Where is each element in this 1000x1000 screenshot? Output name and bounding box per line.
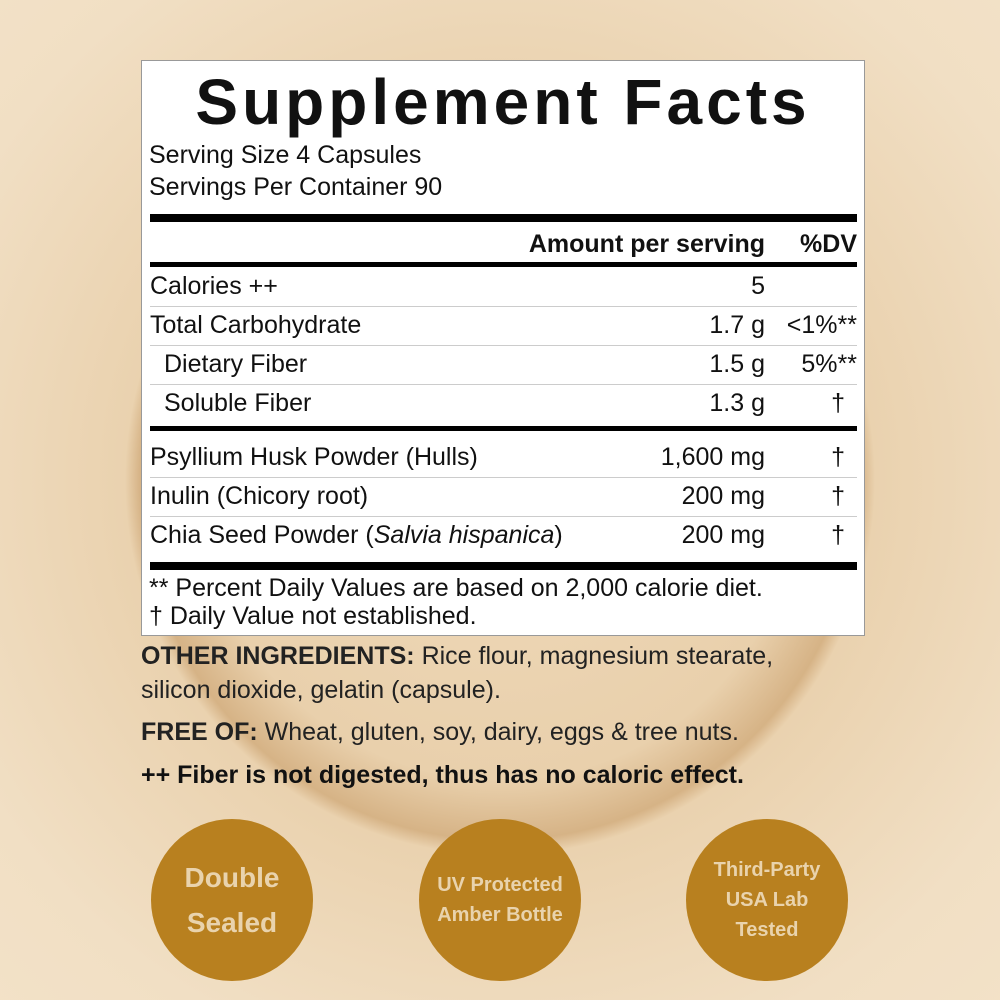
footnote-dv: ** Percent Daily Values are based on 2,0… — [149, 574, 763, 602]
other-ingredients-cont: silicon dioxide, gelatin (capsule). — [141, 676, 501, 704]
nutrient-amount: 1.5 g — [709, 350, 765, 378]
footnote-dagger: † Daily Value not established. — [149, 602, 477, 630]
ingredient-dv: † — [831, 482, 845, 510]
ingredient-name: Chia Seed Powder (Salvia hispanica) — [150, 521, 563, 549]
nutrient-row: Dietary Fiber 1.5 g 5%** — [150, 345, 857, 385]
nutrient-name: Dietary Fiber — [164, 350, 308, 378]
nutrient-amount: 1.7 g — [709, 311, 765, 339]
serving-size: Serving Size 4 Capsules — [149, 141, 422, 169]
header-row: Amount per serving %DV — [150, 225, 857, 264]
badge-uv-protected: UV Protected Amber Bottle — [419, 819, 581, 981]
free-of: FREE OF: Wheat, gluten, soy, dairy, eggs… — [141, 718, 739, 746]
ingredient-row: Psyllium Husk Powder (Hulls) 1,600 mg † — [150, 438, 857, 478]
nutrient-dv: 5%** — [801, 350, 857, 378]
ingredient-amount: 200 mg — [681, 521, 765, 549]
nutrient-row: Total Carbohydrate 1.7 g <1%** — [150, 306, 857, 346]
nutrient-row: Soluble Fiber 1.3 g † — [150, 384, 857, 423]
ingredient-amount: 200 mg — [681, 482, 765, 510]
nutrient-dv: <1%** — [786, 311, 857, 339]
ingredient-row: Chia Seed Powder (Salvia hispanica) 200 m… — [150, 516, 857, 555]
divider — [150, 262, 857, 267]
ingredient-dv: † — [831, 521, 845, 549]
divider — [150, 426, 857, 431]
nutrient-dv: † — [831, 389, 845, 417]
nutrient-row: Calories ++ 5 — [150, 267, 857, 307]
divider — [150, 562, 857, 570]
ingredient-dv: † — [831, 443, 845, 471]
nutrient-name: Soluble Fiber — [164, 389, 312, 417]
nutrient-name: Total Carbohydrate — [150, 311, 362, 339]
supplement-facts-panel: Supplement Facts Serving Size 4 Capsules… — [141, 60, 865, 636]
other-ingredients: OTHER INGREDIENTS: Rice flour, magnesium… — [141, 642, 774, 670]
panel-title: Supplement Facts — [195, 66, 811, 138]
amount-header: Amount per serving — [528, 230, 765, 258]
nutrient-name: Calories ++ — [150, 272, 278, 300]
ingredient-amount: 1,600 mg — [660, 443, 765, 471]
ingredient-name: Psyllium Husk Powder (Hulls) — [150, 443, 478, 471]
nutrient-amount: 1.3 g — [709, 389, 765, 417]
badge-double-sealed: Double Sealed — [151, 819, 313, 981]
servings-per-container: Servings Per Container 90 — [149, 173, 443, 201]
nutrient-amount: 5 — [751, 272, 765, 300]
fiber-note: ++ Fiber is not digested, thus has no ca… — [141, 761, 744, 789]
badge-third-party-tested: Third-Party USA Lab Tested — [686, 819, 848, 981]
dv-header: %DV — [800, 230, 857, 258]
ingredient-name: Inulin (Chicory root) — [150, 482, 369, 510]
ingredient-row: Inulin (Chicory root) 200 mg † — [150, 477, 857, 517]
divider — [150, 214, 857, 222]
